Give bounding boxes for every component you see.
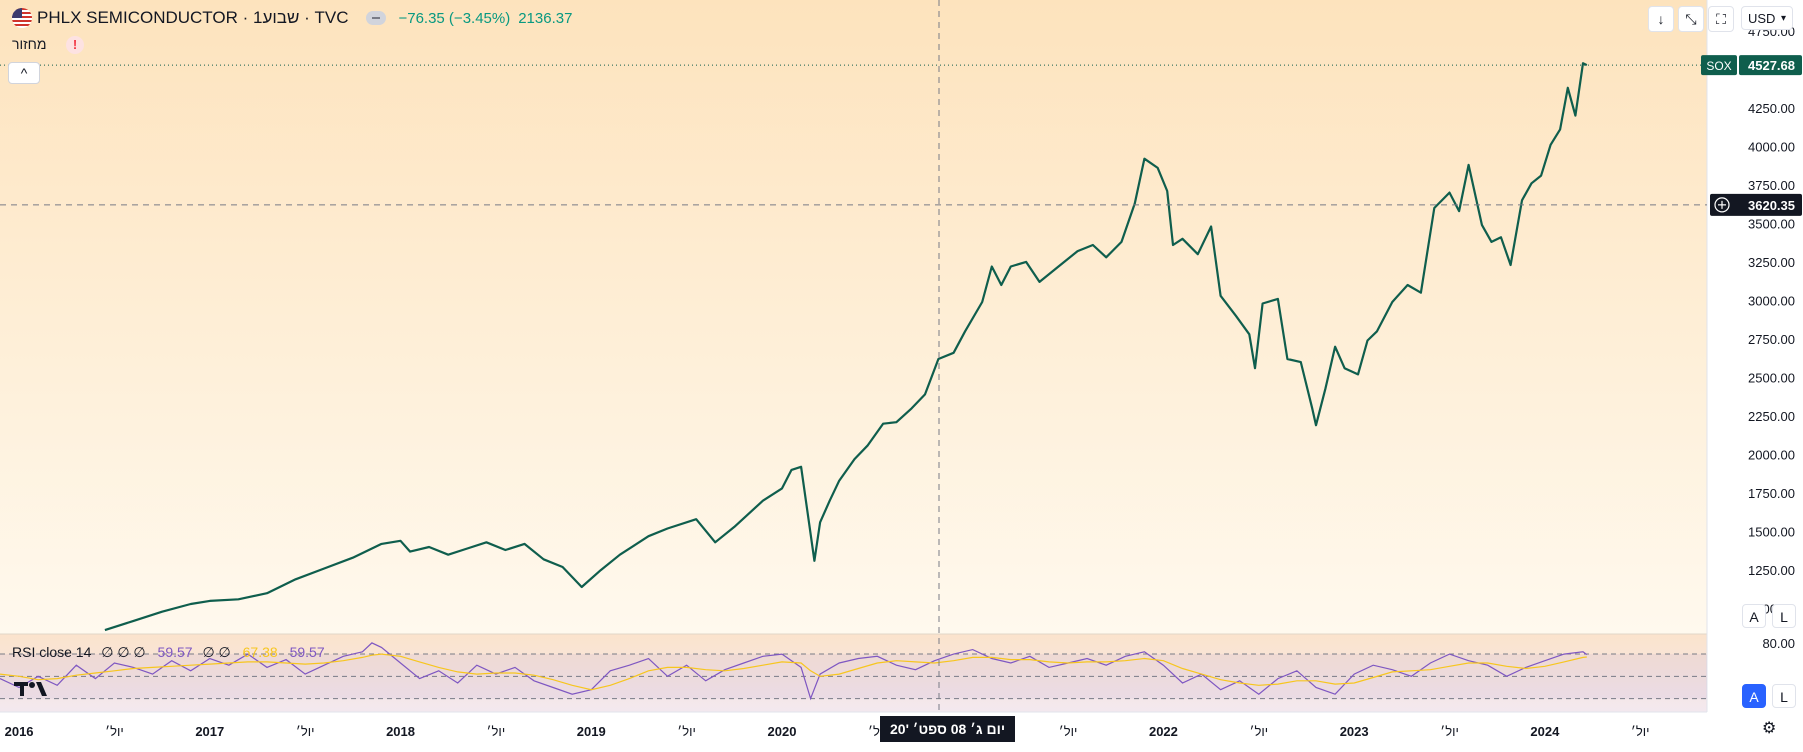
rsi-log-scale-button[interactable]: L [1772,684,1796,708]
price-change: −76.35 (−3.45%) [398,9,511,27]
price-tick-label: 1500.00 [1748,525,1795,540]
price-tick-label: 3750.00 [1748,178,1795,193]
time-tick-label: יול׳ [1631,724,1650,739]
rsi-flags: ∅ ∅ ∅ [101,644,146,660]
time-tick-label: יול׳ [296,724,315,739]
time-tick-label: יול׳ [1249,724,1268,739]
rsi-tick-label: 80.00 [1762,636,1795,651]
chevron-down-icon: ▾ [1780,13,1786,24]
interval-label[interactable]: 1שבוע [253,8,300,27]
compress-button[interactable]: ⤡ [1678,6,1704,32]
down-arrow-button[interactable]: ↓ [1648,6,1674,32]
rsi-ma-line [0,653,1587,691]
time-tick-label: 2018 [386,724,415,739]
price-tick-label: 3250.00 [1748,255,1795,270]
price-tick-label: 2500.00 [1748,370,1795,385]
price-tick-label: 3000.00 [1748,293,1795,308]
header-last-value: 2136.37 [518,9,573,27]
time-tick-label: יול׳ [1440,724,1459,739]
fullscreen-button[interactable]: ⛶ [1708,6,1734,32]
currency-select[interactable]: USD ▾ [1741,6,1793,30]
rsi-ma-value: 67.38 [242,644,278,660]
time-tick-label: 2020 [768,724,797,739]
rsi-value: 59.57 [157,644,193,660]
crosshair-price-box [1710,193,1802,216]
price-tick-label: 4250.00 [1748,101,1795,116]
time-tick-label: 2016 [5,724,34,739]
currency-value: USD [1748,11,1776,26]
price-tick-label: 2750.00 [1748,332,1795,347]
time-tick-label: יול׳ [677,724,696,739]
price-tick-label: 4000.00 [1748,139,1795,154]
time-tick-label: 2017 [195,724,224,739]
price-tick-label: 2000.00 [1748,448,1795,463]
time-tick-label: 2019 [577,724,606,739]
plus-circle-icon[interactable] [1714,197,1730,213]
time-tick-label: יול׳ [487,724,506,739]
crosshair-date-label: יום ג׳ 08 ספט׳ '20 [880,716,1016,742]
tradingview-logo-icon[interactable] [14,680,50,698]
rsi-bands [0,653,1707,700]
us-flag-icon [12,8,32,28]
time-tick-label: יול׳ [1059,724,1078,739]
series-name-label: SOX [1706,59,1731,73]
collapse-legend-button[interactable]: ^ [8,62,40,84]
exchange-label[interactable]: TVC [314,8,349,27]
time-tick-label: 2022 [1149,724,1178,739]
rsi-name[interactable]: RSI close 14 [12,644,92,660]
price-scale-background[interactable] [1707,0,1803,712]
crosshair-price-label: 3620.35 [1748,198,1795,213]
gear-icon[interactable]: ⚙ [1762,720,1777,737]
price-line [104,62,1588,632]
rsi-line [0,642,1588,701]
crosshair: 3620.35 [0,0,1802,712]
rsi-auto-scale-button[interactable]: A [1742,684,1766,708]
time-tick-label: 2024 [1530,724,1560,739]
symbol-header: PHLX SEMICONDUCTOR · 1שבוע · TVC −76.35 … [12,6,572,30]
time-tick-label: יול׳ [105,724,124,739]
time-tick-label: 2023 [1340,724,1369,739]
rsi-flags-2: ∅ ∅ [202,644,231,660]
last-price-box [1739,55,1802,76]
rsi-value-repeat: 59.57 [289,644,325,660]
warning-icon[interactable]: ! [66,36,84,54]
volume-label[interactable]: מחזור [12,36,47,52]
last-price-label: 4527.68 [1748,58,1795,73]
rsi-legend[interactable]: RSI close 14 ∅ ∅ ∅ 59.57 ∅ ∅ 67.38 59.57 [12,644,325,661]
price-series [104,62,1588,632]
main-pane-background [0,0,1707,634]
price-tick-label: 1250.00 [1748,563,1795,578]
auto-scale-button[interactable]: A [1742,604,1766,628]
log-scale-button[interactable]: L [1772,604,1796,628]
last-price-marker: SOX 4527.68 [0,55,1802,76]
price-tick-label: 1750.00 [1748,486,1795,501]
series-name-box [1701,55,1737,76]
header-separator: · [299,8,315,27]
market-status-icon[interactable] [366,11,387,25]
symbol-name[interactable]: PHLX SEMICONDUCTOR [37,8,238,27]
price-tick-label: 2250.00 [1748,409,1795,424]
header-separator: · [237,8,253,27]
price-tick-label: 3500.00 [1748,216,1795,231]
rsi-series [0,642,1588,701]
